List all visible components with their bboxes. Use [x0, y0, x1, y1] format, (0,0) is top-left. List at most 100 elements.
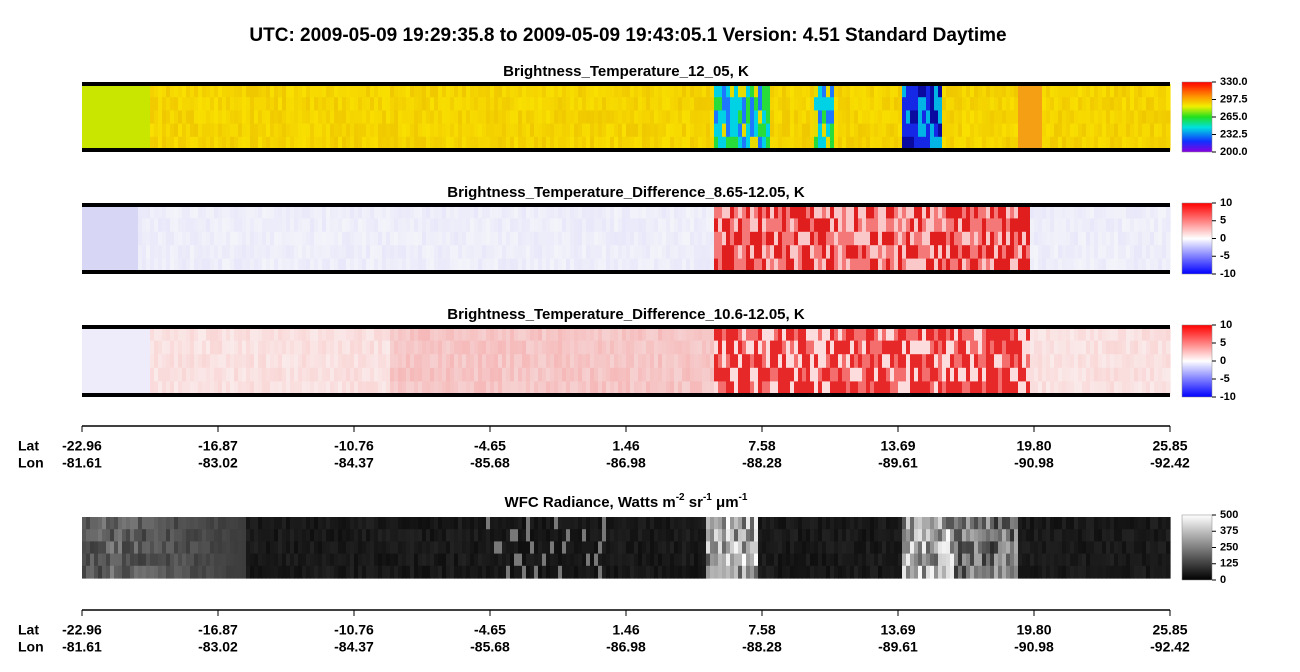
swath-pixel: [574, 354, 579, 368]
swath-pixel: [294, 84, 299, 98]
swath-pixel: [838, 232, 843, 246]
panel-title: Brightness_Temperature_Difference_10.6-1…: [447, 306, 805, 323]
swath-pixel: [566, 368, 571, 382]
swath-pixel: [446, 341, 451, 355]
swath-pixel: [298, 554, 303, 567]
swath-pixel: [798, 245, 803, 259]
swath-pixel: [806, 124, 811, 138]
swath-pixel: [1078, 84, 1083, 98]
swath-pixel: [198, 354, 203, 368]
swath-pixel: [326, 354, 331, 368]
swath-pixel: [842, 341, 847, 355]
swath-pixel: [1082, 232, 1087, 246]
swath-pixel: [518, 327, 523, 341]
swath-pixel: [414, 110, 419, 124]
swath-pixel: [782, 368, 787, 382]
swath-pixel: [394, 205, 399, 219]
swath-pixel: [1130, 218, 1135, 232]
swath-pixel: [394, 232, 399, 246]
swath-pixel: [670, 517, 675, 530]
swath-pixel: [502, 354, 507, 368]
swath-pixel: [798, 110, 803, 124]
swath-pixel: [410, 232, 415, 246]
swath-pixel: [534, 566, 539, 579]
swath-pixel: [502, 218, 507, 232]
swath-pixel: [538, 124, 543, 138]
swath-pixel: [1154, 327, 1159, 341]
swath-pixel: [554, 97, 559, 111]
swath-pixel: [826, 354, 831, 368]
swath-pixel: [622, 341, 627, 355]
swath-pixel: [598, 341, 603, 355]
swath-pixel: [414, 97, 419, 111]
swath-pixel: [226, 327, 231, 341]
swath-pixel: [1154, 218, 1159, 232]
swath-pixel: [182, 205, 187, 219]
swath-pixel: [366, 368, 371, 382]
swath-pixel: [886, 341, 891, 355]
swath-pixel: [1058, 205, 1063, 219]
swath-pixel: [754, 218, 759, 232]
swath-pixel: [1094, 205, 1099, 219]
swath-pixel: [518, 341, 523, 355]
swath-pixel: [1034, 84, 1039, 98]
swath-pixel: [606, 517, 611, 530]
swath-pixel: [274, 566, 279, 579]
swath-pixel: [702, 124, 707, 138]
swath-pixel: [718, 554, 723, 567]
swath-pixel: [414, 566, 419, 579]
swath-pixel: [950, 245, 955, 259]
swath-pixel: [982, 232, 987, 246]
swath-pixel: [190, 218, 195, 232]
swath-pixel: [814, 327, 819, 341]
swath-pixel: [666, 245, 671, 259]
swath-pixel: [1102, 218, 1107, 232]
swath-pixel: [654, 245, 659, 259]
swath-pixel: [898, 124, 903, 138]
swath-pixel: [246, 97, 251, 111]
swath-pixel: [626, 124, 631, 138]
swath-pixel: [398, 232, 403, 246]
swath-pixel: [186, 84, 191, 98]
swath-pixel: [402, 541, 407, 554]
swath-pixel: [302, 341, 307, 355]
swath-pixel: [550, 232, 555, 246]
swath-pixel: [142, 341, 147, 355]
swath-pixel: [846, 110, 851, 124]
swath-pixel: [558, 218, 563, 232]
swath-pixel: [306, 341, 311, 355]
swath-pixel: [790, 341, 795, 355]
swath-pixel: [718, 205, 723, 219]
swath-pixel: [86, 327, 91, 341]
swath-pixel: [934, 218, 939, 232]
swath-pixel: [454, 232, 459, 246]
swath-pixel: [974, 124, 979, 138]
swath-pixel: [402, 529, 407, 542]
swath-pixel: [170, 124, 175, 138]
swath-pixel: [790, 354, 795, 368]
swath-pixel: [98, 529, 103, 542]
swath-pixel: [774, 354, 779, 368]
swath-pixel: [170, 354, 175, 368]
swath-pixel: [306, 541, 311, 554]
swath-pixel: [558, 124, 563, 138]
swath-pixel: [914, 124, 919, 138]
swath-pixel: [1018, 341, 1023, 355]
swath-pixel: [550, 566, 555, 579]
swath-pixel: [1002, 124, 1007, 138]
swath-pixel: [950, 218, 955, 232]
swath-pixel: [730, 368, 735, 382]
swath-pixel: [1026, 354, 1031, 368]
swath-pixel: [642, 205, 647, 219]
swath-pixel: [954, 368, 959, 382]
swath-pixel: [106, 205, 111, 219]
swath-pixel: [742, 232, 747, 246]
swath-pixel: [114, 218, 119, 232]
swath-pixel: [546, 529, 551, 542]
swath-pixel: [162, 554, 167, 567]
swath-pixel: [110, 205, 115, 219]
swath-pixel: [782, 232, 787, 246]
swath-pixel: [162, 84, 167, 98]
swath-pixel: [634, 566, 639, 579]
swath-pixel: [182, 541, 187, 554]
